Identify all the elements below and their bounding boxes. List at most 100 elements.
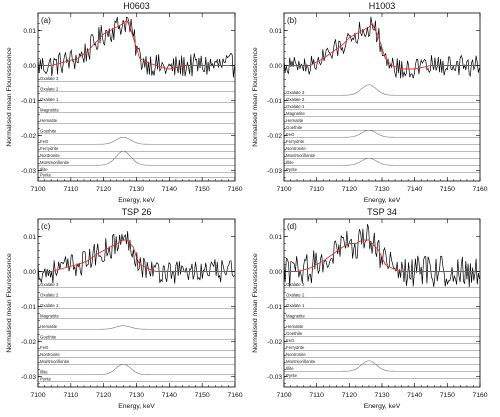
measured-series-line <box>284 16 480 79</box>
component-label: Pyrite <box>40 377 52 382</box>
y-tick-label: -0.03 <box>267 168 282 175</box>
x-axis-label: Energy, keV <box>118 403 155 410</box>
x-tick-label: 7120 <box>342 186 357 193</box>
x-tick-label: 7140 <box>407 186 422 193</box>
component-label: Oxalate 3 <box>40 76 59 81</box>
y-axis-label: Normalised mean Flouresscence <box>252 253 259 353</box>
x-tick-label: 7150 <box>440 186 455 193</box>
component-label: Montmorillonite <box>40 160 70 165</box>
chart-panel-3: TSP 26 Energy, keV Normalised mean Floures… <box>6 207 243 410</box>
y-tick-label: -0.01 <box>21 304 36 311</box>
x-tick-label: 7140 <box>162 392 177 399</box>
component-label: Hematite <box>40 118 58 123</box>
component-label: Goethite <box>40 129 57 134</box>
y-axis-label: Normalised mean Flouresscence <box>6 253 13 353</box>
y-tick-label: -0.03 <box>21 168 36 175</box>
chart-panel-2: H1003 Energy, keV Normalised mean Flouress… <box>252 1 488 204</box>
y-tick-label: -0.02 <box>267 133 282 140</box>
component-label: FeO <box>286 132 295 137</box>
x-tick-label: 7120 <box>96 186 111 193</box>
y-tick-label: 0.00 <box>23 63 36 70</box>
chart-title: TSP 34 <box>367 207 397 217</box>
measured-series-line <box>284 224 480 288</box>
component-label: FeO <box>40 345 49 350</box>
y-tick-label: -0.03 <box>267 374 282 381</box>
y-axis-label: Normalised mean Flouresscence <box>6 47 13 147</box>
panel-label: (b) <box>287 16 297 25</box>
x-tick-label: 7120 <box>342 392 357 399</box>
component-curve <box>284 360 480 372</box>
x-tick-label: 7150 <box>440 392 455 399</box>
component-label: Oxalate 2 <box>286 97 305 102</box>
y-tick-label: -0.01 <box>267 98 282 105</box>
component-label: Nontronite <box>40 153 60 158</box>
component-label: Oxalate 1 <box>40 97 59 102</box>
component-label: Goethite <box>286 125 303 130</box>
plot-area <box>284 16 480 173</box>
y-tick-label: -0.03 <box>21 374 36 381</box>
component-label: Oxalate 3 <box>286 282 305 287</box>
component-label: Illite <box>40 167 48 172</box>
x-tick-label: 7150 <box>195 392 210 399</box>
y-tick-label: -0.01 <box>267 304 282 311</box>
component-label: Illite <box>286 366 294 371</box>
x-tick-label: 7100 <box>276 186 291 193</box>
component-label: Nontronite <box>286 146 306 151</box>
y-axis-label: Normalised mean Flouresscence <box>252 47 259 147</box>
component-label: Pyrite <box>286 373 298 378</box>
component-label: Oxalate 3 <box>286 90 305 95</box>
panel-label: (c) <box>41 222 51 231</box>
component-curve <box>38 325 235 330</box>
chart-title: H1003 <box>369 1 396 11</box>
component-label: Oxalate 2 <box>40 87 59 92</box>
y-tick-label: 0.01 <box>269 234 282 241</box>
panel-label: (a) <box>41 16 51 25</box>
chart-panel-1: H0603 Energy, keV Normalised mean Flouress… <box>6 1 243 204</box>
y-tick-label: 0.00 <box>269 269 282 276</box>
fit-series-line <box>38 239 235 272</box>
component-label: Pyrite <box>286 167 298 172</box>
component-curve <box>284 129 480 138</box>
component-label: Montmorillonite <box>40 359 70 364</box>
x-tick-label: 7100 <box>30 392 45 399</box>
x-tick-label: 7110 <box>309 186 324 193</box>
y-tick-label: -0.02 <box>21 339 36 346</box>
x-tick-label: 7110 <box>64 392 79 399</box>
y-tick-label: 0.00 <box>23 269 36 276</box>
y-tick-label: -0.02 <box>21 133 36 140</box>
x-tick-label: 7130 <box>374 392 389 399</box>
component-label: Ferrydrite <box>286 345 305 350</box>
component-label: Illite <box>40 370 48 375</box>
x-tick-label: 7130 <box>374 186 389 193</box>
component-label: Hematite <box>40 324 58 329</box>
x-axis-label: Energy, keV <box>364 403 401 410</box>
component-label: Hematite <box>286 118 304 123</box>
y-tick-label: 0.01 <box>23 28 36 35</box>
x-tick-label: 7100 <box>276 392 291 399</box>
y-tick-label: 0.00 <box>269 63 282 70</box>
chart-title: TSP 26 <box>122 207 152 217</box>
x-tick-label: 7130 <box>129 186 144 193</box>
component-label: Oxalate 3 <box>40 282 59 287</box>
plot-frame <box>37 12 236 182</box>
component-label: Montmorillonite <box>286 359 316 364</box>
x-tick-label: 7140 <box>407 392 422 399</box>
chart-title: H0603 <box>123 1 150 11</box>
measured-series-line <box>38 16 235 78</box>
component-label: Oxalate 1 <box>286 104 305 109</box>
component-curve <box>284 84 480 96</box>
component-label: Goethite <box>40 335 57 340</box>
x-tick-label: 7160 <box>227 186 242 193</box>
component-label: Goethite <box>286 331 303 336</box>
y-tick-label: 0.01 <box>269 28 282 35</box>
fit-series-line <box>38 19 235 70</box>
y-tick-label: -0.01 <box>21 98 36 105</box>
plot-area <box>284 224 480 379</box>
fit-series-line <box>284 22 480 70</box>
component-label: Pyrite <box>40 172 52 177</box>
component-label: Magnetite <box>286 111 305 116</box>
component-label: Oxalate 1 <box>286 303 305 308</box>
x-tick-label: 7160 <box>472 392 487 399</box>
x-tick-label: 7120 <box>96 392 111 399</box>
